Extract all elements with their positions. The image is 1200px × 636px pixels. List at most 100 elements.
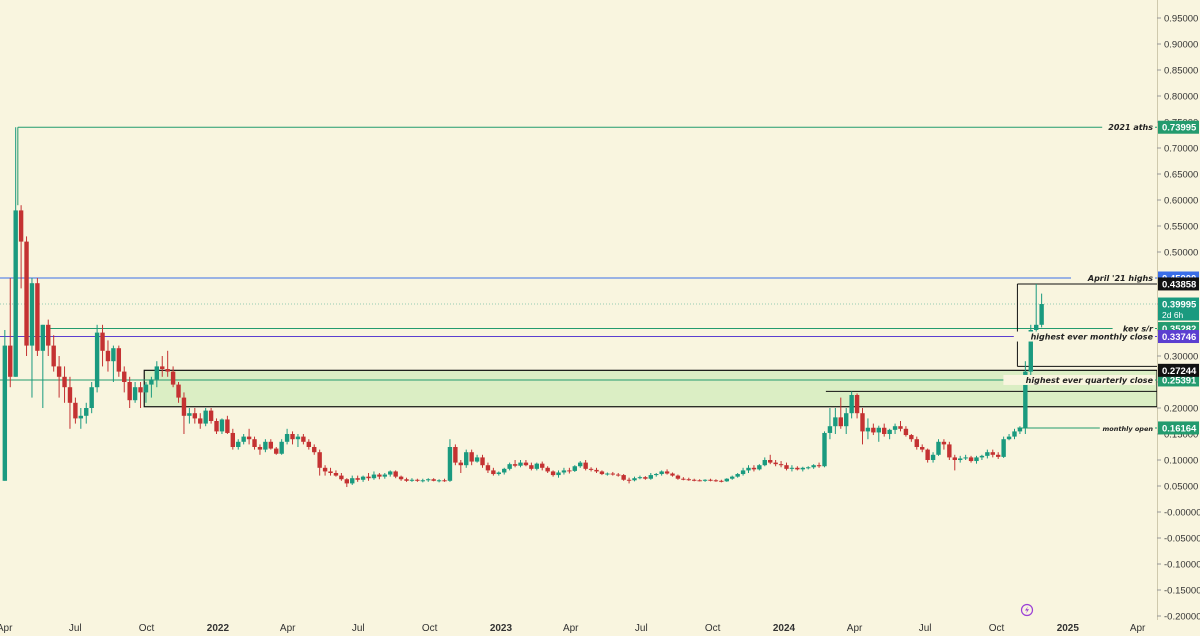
candle [719, 479, 724, 483]
candle-body [545, 467, 550, 472]
candle-body [713, 480, 719, 482]
candle [295, 434, 301, 447]
y-tick-label: 0.60000 [1164, 196, 1198, 207]
candle-body [464, 452, 469, 466]
candle-body [702, 479, 708, 481]
candle-body [279, 441, 284, 454]
candle-body [474, 457, 480, 462]
candle [730, 475, 735, 480]
candle-body [350, 478, 355, 484]
level-annotation: 2021 aths [1108, 123, 1153, 132]
candle-body [398, 476, 404, 480]
lightning-icon[interactable] [1020, 603, 1034, 617]
candle [806, 466, 811, 470]
candle [751, 465, 757, 472]
candle-body [512, 464, 518, 466]
candle [914, 436, 919, 450]
candle [626, 477, 632, 484]
candle-body [246, 436, 252, 440]
candle [529, 462, 534, 471]
candle-body [588, 468, 594, 470]
candle-body [388, 471, 393, 475]
x-tick-label: Jul [919, 623, 932, 634]
candle [659, 470, 664, 476]
price-tag-bg [1158, 330, 1199, 344]
candle [138, 382, 143, 408]
candle [13, 127, 18, 377]
price-tag: 0.35282 [1162, 324, 1196, 335]
candle-body [431, 479, 436, 481]
candle-body [469, 452, 474, 462]
support-zone[interactable] [143, 369, 1158, 408]
price-tag: 0.73995 [1162, 123, 1197, 134]
level-annotation: highest ever quarterly close [1026, 376, 1154, 385]
candle [290, 431, 295, 445]
candle [512, 460, 518, 468]
candle [496, 471, 502, 476]
candle [572, 465, 577, 472]
candle-body [447, 447, 453, 481]
candle [686, 477, 691, 481]
candle-body [105, 350, 111, 362]
candle-body [773, 462, 778, 465]
candle-body [1028, 330, 1033, 372]
candle [176, 382, 181, 403]
candle [534, 462, 539, 471]
candle [198, 413, 203, 429]
candle [73, 397, 78, 424]
candle-body [377, 474, 382, 477]
candle-body [833, 417, 838, 427]
candle [540, 461, 545, 471]
x-tick-label: Oct [989, 623, 1005, 634]
candle [854, 393, 860, 419]
candle-body [686, 479, 691, 481]
candle [143, 382, 149, 403]
candle-body [40, 324, 46, 351]
candle-body [675, 475, 681, 479]
candle [67, 376, 73, 429]
candle-body [203, 410, 208, 424]
candle-body [692, 479, 697, 481]
candle [393, 470, 398, 479]
candle-body [442, 480, 447, 482]
candle-body [1039, 304, 1044, 325]
candle-body [664, 471, 670, 474]
candle-body [925, 449, 930, 460]
candle-body [154, 366, 160, 380]
candle-body [382, 474, 388, 477]
candle [778, 461, 784, 468]
x-tick-label: Apr [1130, 623, 1146, 634]
level-annotation: key s/r [1123, 325, 1154, 334]
candle [838, 397, 843, 429]
candle-body [670, 473, 675, 476]
candle-body [35, 283, 40, 351]
candle-body [236, 441, 241, 447]
candle [903, 426, 909, 437]
candle-body [170, 371, 176, 385]
candle-body [534, 463, 539, 469]
candle-body [654, 474, 659, 476]
candle-body [453, 447, 458, 463]
candle-body [990, 452, 995, 455]
candle [230, 428, 236, 450]
candle [860, 408, 865, 445]
candle-body [876, 427, 881, 433]
candle-body [610, 473, 615, 475]
candle [46, 319, 51, 356]
candle-body [355, 478, 360, 480]
candle-body [768, 460, 773, 463]
candle [160, 356, 165, 377]
candle [219, 418, 225, 434]
y-tick-label: 0.80000 [1164, 92, 1198, 103]
candle-body [941, 441, 947, 445]
annotation-bg [1102, 122, 1155, 133]
candle [431, 478, 436, 482]
candle [480, 454, 485, 468]
candle-body [176, 384, 181, 398]
candle [936, 439, 941, 456]
candle-body [208, 410, 214, 421]
annotation-bg [1013, 331, 1155, 342]
candle [208, 408, 214, 424]
candle-body [252, 439, 257, 447]
